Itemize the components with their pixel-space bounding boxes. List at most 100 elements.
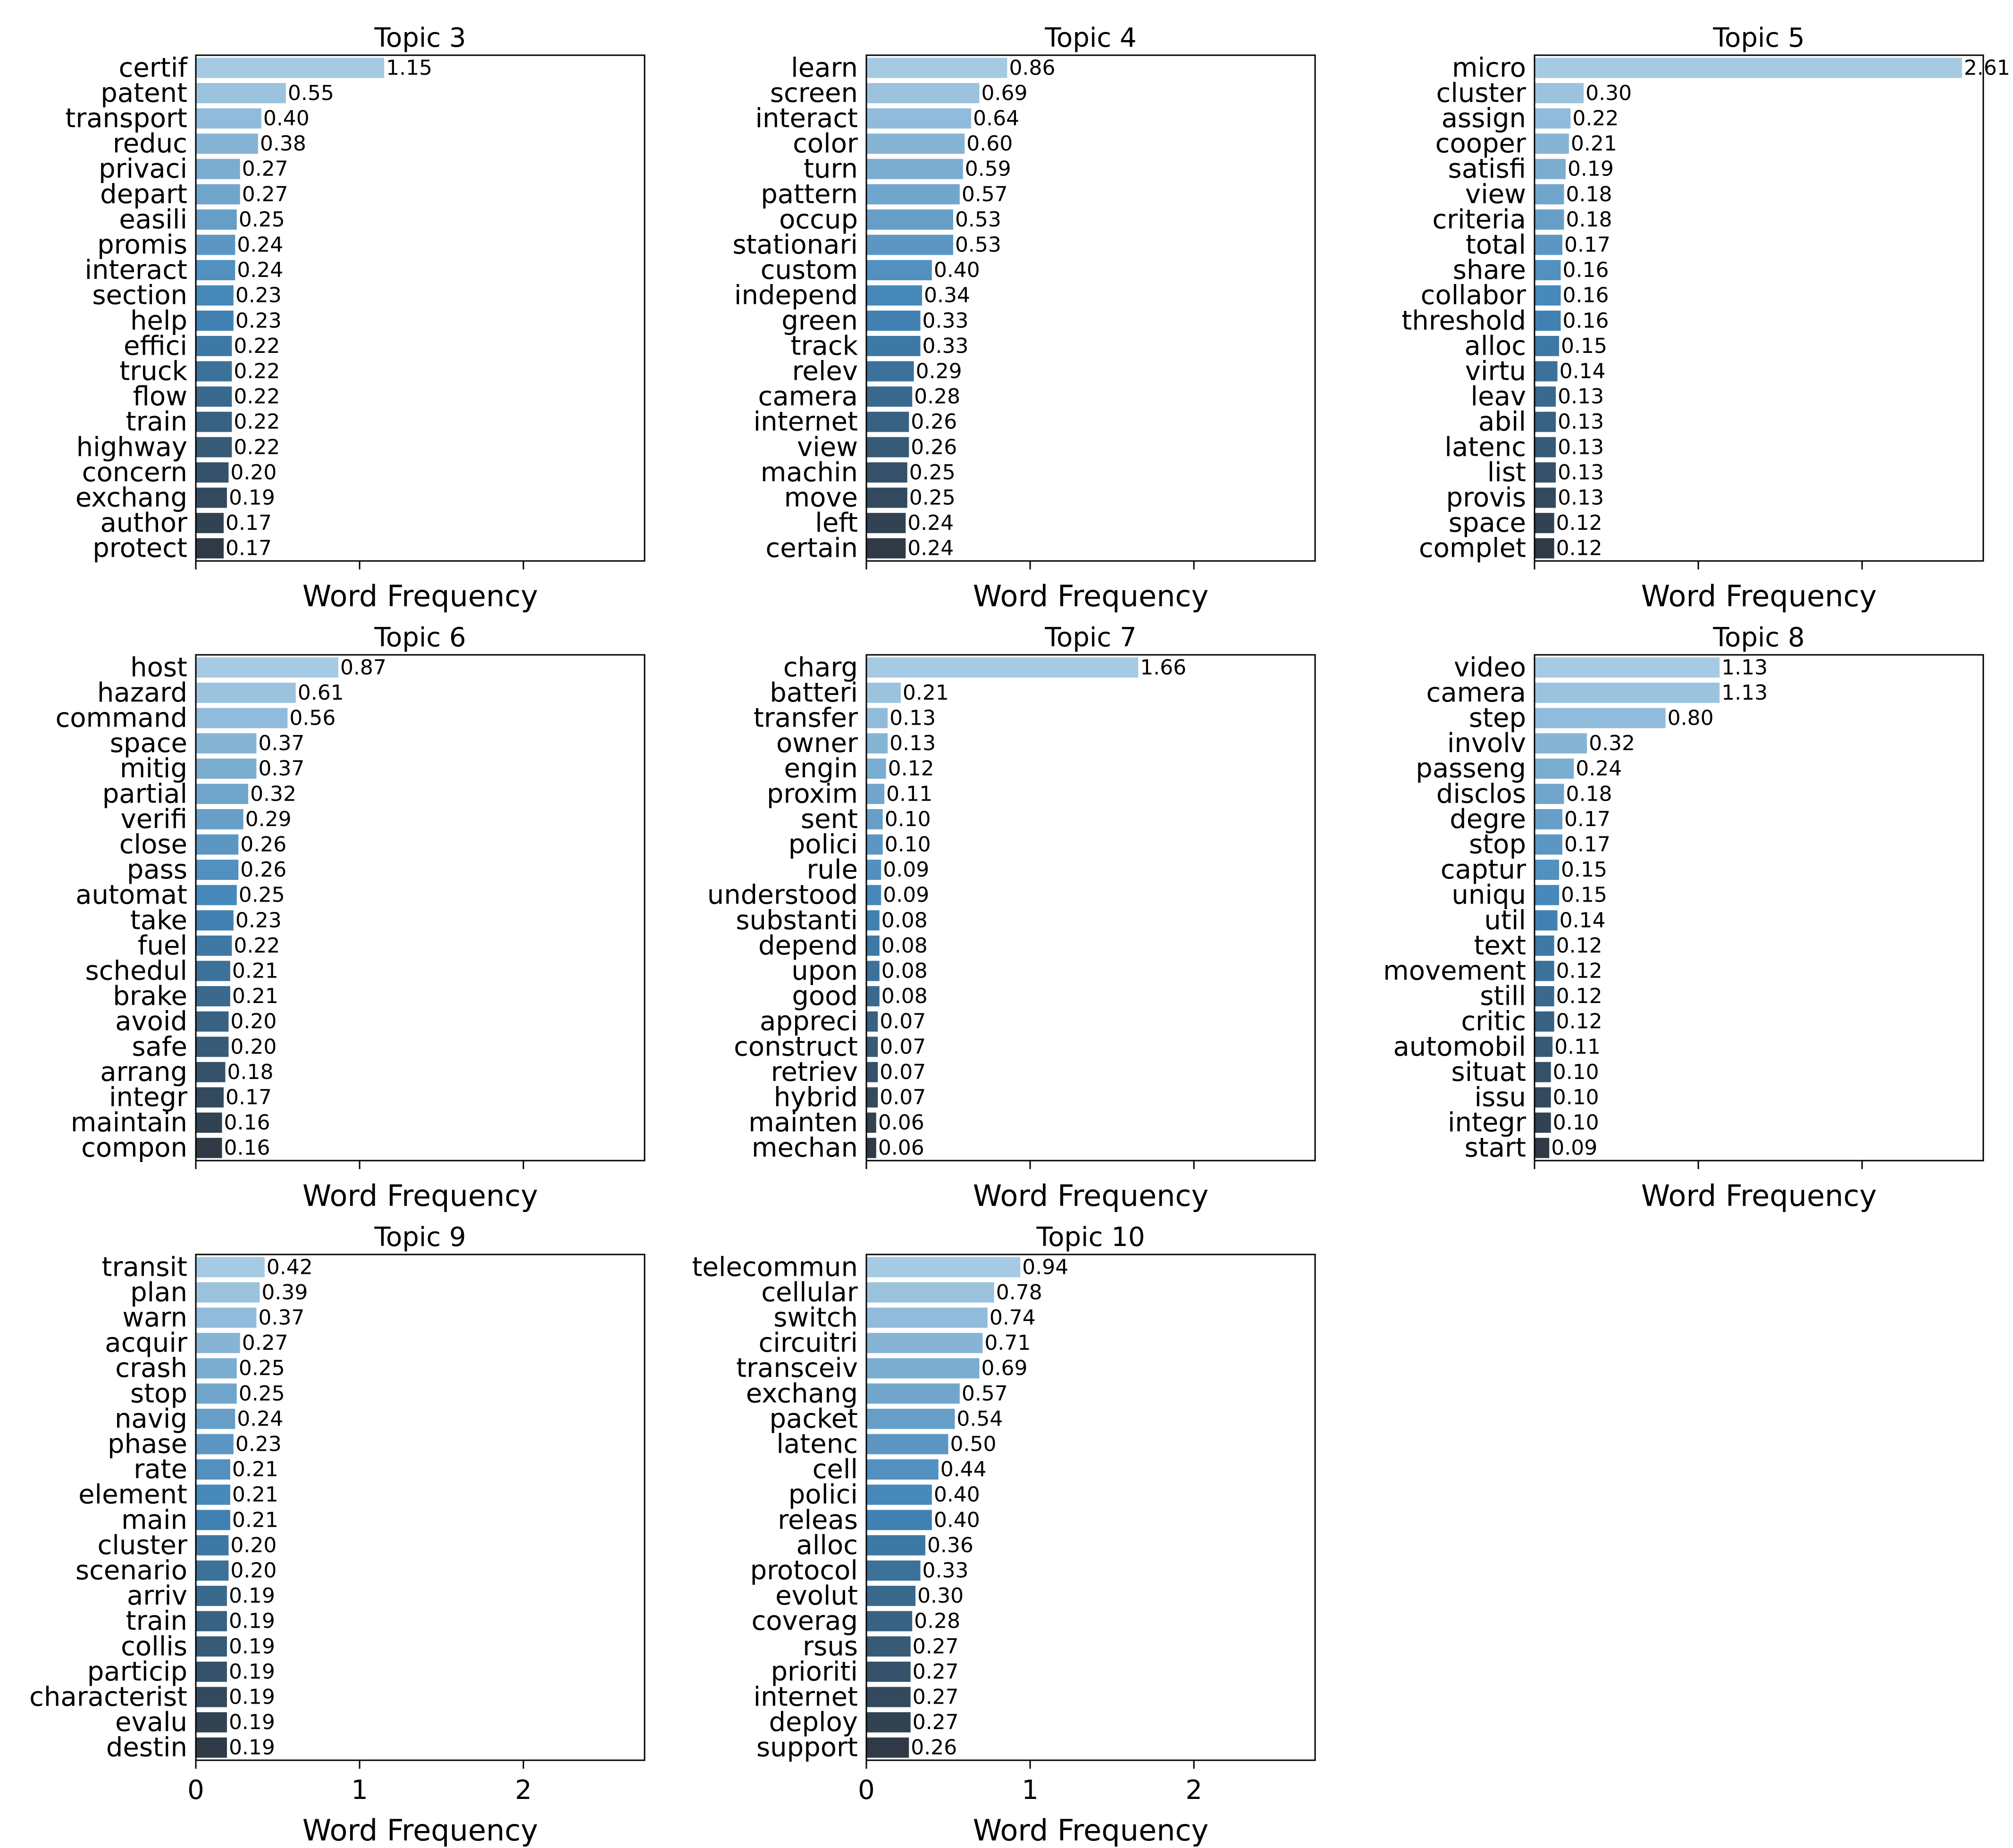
category-label: cluster xyxy=(1436,78,1527,109)
value-label: 0.30 xyxy=(917,1584,964,1608)
category-label: acquir xyxy=(105,1328,188,1358)
category-label: reduc xyxy=(113,128,187,159)
category-label: situat xyxy=(1451,1057,1526,1087)
value-label: 0.36 xyxy=(927,1533,973,1557)
value-label: 0.19 xyxy=(229,1584,275,1608)
bar-charg xyxy=(866,657,1139,678)
value-label: 0.16 xyxy=(1563,258,1609,282)
category-label: effici xyxy=(124,331,187,361)
bar-take xyxy=(196,910,234,931)
value-label: 0.24 xyxy=(907,536,954,560)
category-label: turn xyxy=(804,154,858,184)
category-label: virtu xyxy=(1465,356,1526,387)
value-label: 0.19 xyxy=(229,486,275,510)
bar-degre xyxy=(1535,809,1563,829)
bar-concern xyxy=(196,462,229,483)
value-label: 0.16 xyxy=(224,1111,270,1135)
bar-internet xyxy=(866,1687,911,1707)
bar-appreci xyxy=(866,1011,878,1032)
category-label: movement xyxy=(1383,956,1526,987)
value-label: 0.20 xyxy=(230,1559,277,1583)
category-label: collabor xyxy=(1421,280,1527,311)
category-label: partial xyxy=(102,778,187,809)
bar-latenc xyxy=(866,1434,948,1455)
bar-util xyxy=(1535,910,1558,931)
bar-particip xyxy=(196,1661,227,1682)
category-label: evolut xyxy=(775,1580,858,1611)
value-label: 0.12 xyxy=(1556,934,1602,958)
value-label: 0.07 xyxy=(880,1086,926,1110)
bar-step xyxy=(1535,708,1666,728)
category-label: share xyxy=(1453,255,1526,285)
bar-certain xyxy=(866,538,906,559)
bar-leav xyxy=(1535,386,1556,407)
bar-mechan xyxy=(866,1137,876,1158)
bar-stop xyxy=(196,1383,237,1404)
category-label: abil xyxy=(1478,407,1526,437)
category-label: pass xyxy=(127,854,187,885)
bar-screen xyxy=(866,83,980,103)
value-label: 0.18 xyxy=(1566,782,1612,806)
value-label: 0.19 xyxy=(229,1685,275,1709)
bar-scenario xyxy=(196,1560,229,1581)
category-label: highway xyxy=(76,432,187,462)
value-label: 0.23 xyxy=(235,908,282,932)
bar-releas xyxy=(866,1510,932,1530)
category-label: train xyxy=(126,407,187,437)
category-label: transceiv xyxy=(736,1353,858,1384)
value-label: 0.25 xyxy=(909,486,956,510)
category-label: depart xyxy=(100,179,187,209)
category-label: green xyxy=(781,305,858,336)
category-label: particip xyxy=(87,1656,187,1687)
category-label: total xyxy=(1466,230,1526,260)
category-label: interact xyxy=(755,103,858,134)
bar-depend xyxy=(866,935,880,956)
category-label: internet xyxy=(754,407,858,437)
value-label: 0.33 xyxy=(923,309,969,333)
category-label: view xyxy=(797,432,858,462)
bar-list xyxy=(1535,462,1556,483)
value-label: 0.09 xyxy=(883,858,929,882)
bar-main xyxy=(196,1510,230,1530)
category-label: take xyxy=(130,905,187,936)
category-label: criteria xyxy=(1432,204,1526,235)
bar-interact xyxy=(196,260,235,281)
category-label: engin xyxy=(784,753,858,784)
category-label: polici xyxy=(788,829,858,860)
category-label: compon xyxy=(81,1133,187,1163)
category-label: involv xyxy=(1447,728,1526,759)
x-tick-label: 2 xyxy=(515,1775,532,1806)
value-label: 0.57 xyxy=(962,182,1008,206)
bar-warn xyxy=(196,1307,257,1328)
category-label: packet xyxy=(770,1404,858,1434)
value-label: 0.08 xyxy=(881,984,928,1008)
value-label: 0.24 xyxy=(237,1407,283,1431)
bar-abil xyxy=(1535,411,1556,432)
category-label: section xyxy=(92,280,187,311)
bar-construct xyxy=(866,1037,878,1057)
category-label: micro xyxy=(1452,52,1526,83)
category-label: verifi xyxy=(121,804,187,835)
value-label: 1.66 xyxy=(1140,655,1186,679)
value-label: 0.38 xyxy=(260,132,306,156)
bar-help xyxy=(196,310,234,331)
category-label: help xyxy=(130,305,187,336)
category-label: mechan xyxy=(752,1133,858,1163)
value-label: 0.23 xyxy=(235,1432,282,1456)
chart-panel-8: Topic 10 telecommun 0.94 cellular 0.78 switch… xyxy=(692,1222,1316,1848)
bar-automobil xyxy=(1535,1037,1553,1057)
panel-title: Topic 6 xyxy=(374,622,466,653)
value-label: 0.24 xyxy=(1576,757,1622,781)
value-label: 0.27 xyxy=(242,182,288,206)
bar-color xyxy=(866,134,965,154)
value-label: 0.22 xyxy=(1572,107,1619,131)
value-label: 0.20 xyxy=(230,1010,277,1034)
value-label: 0.13 xyxy=(889,706,936,730)
value-label: 0.19 xyxy=(229,1634,275,1658)
category-label: good xyxy=(792,981,858,1012)
value-label: 0.33 xyxy=(923,1559,969,1583)
value-label: 0.20 xyxy=(230,460,277,485)
chart-panel-3: Topic 5 micro 2.61 cluster 0.30 assign 0.22 coo… xyxy=(1401,23,2010,613)
category-label: degre xyxy=(1450,804,1526,835)
category-label: alloc xyxy=(1465,331,1526,361)
